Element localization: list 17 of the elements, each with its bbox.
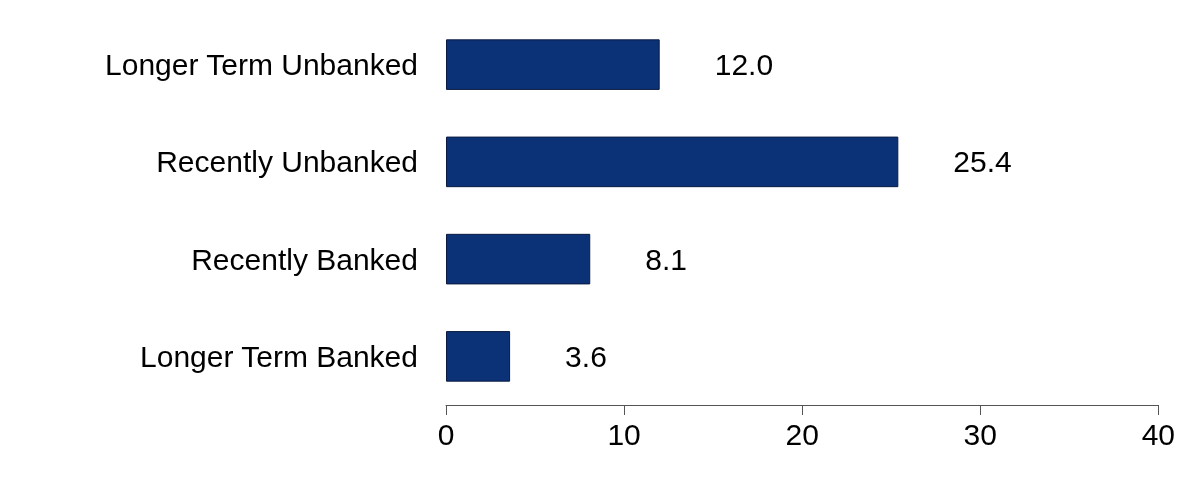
y-tick-label: Longer Term Unbanked <box>105 48 418 82</box>
bar <box>446 233 591 285</box>
x-tick-label: 10 <box>607 417 641 451</box>
data-label: 8.1 <box>645 242 687 276</box>
y-tick-label: Longer Term Banked <box>140 339 418 373</box>
x-tick-label: 30 <box>963 417 997 451</box>
x-tick-label: 0 <box>437 417 455 451</box>
y-tick-label: Recently Banked <box>191 242 418 276</box>
x-tick-label: 20 <box>785 417 819 451</box>
x-tick-label: 40 <box>1141 417 1175 451</box>
data-label: 12.0 <box>714 48 774 82</box>
y-tick-label: Recently Unbanked <box>156 145 418 179</box>
bar <box>446 39 660 90</box>
bar <box>446 331 511 382</box>
data-label: 3.6 <box>565 339 607 373</box>
bar <box>446 136 899 188</box>
data-label: 25.4 <box>953 145 1012 179</box>
